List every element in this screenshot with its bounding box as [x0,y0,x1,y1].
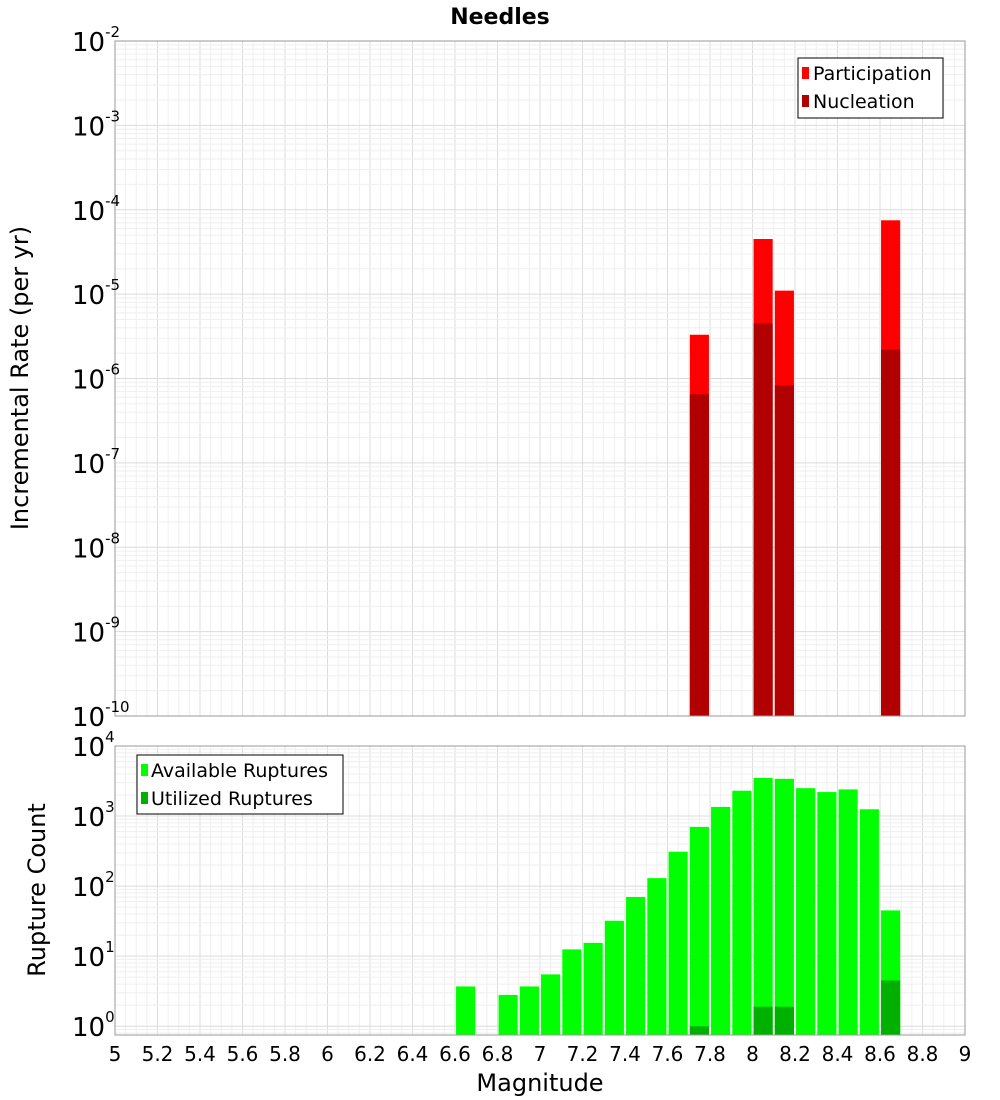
y-tick-label: 104 [72,728,115,763]
x-tick-label: 8.4 [822,1042,854,1066]
bar-available-ruptures [647,878,667,1035]
bar-available-ruptures [519,986,539,1035]
top-y-ticks: 10-2 10-3 10-4 10-5 10-6 10-7 10-8 10-9 10-10 [72,23,130,733]
bar-available-ruptures [753,777,773,1035]
bottom-plot-frame [114,745,966,1036]
x-tick-label: 8.8 [907,1042,939,1066]
x-tick-label: 7.4 [609,1042,641,1066]
y-tick-label: 10-3 [72,107,120,142]
bar-available-ruptures [732,790,752,1035]
top-y-axis-label: Incremental Rate (per yr) [6,226,34,530]
bottom-legend-box [136,754,344,815]
bar-utilized-ruptures [774,1006,794,1035]
bottom-y-axis-label: Rupture Count [23,803,51,977]
y-tick-label: 100 [72,1008,115,1043]
bar-available-ruptures [562,949,582,1035]
bar-utilized-ruptures [753,1006,773,1035]
x-tick-label: 5.8 [269,1042,301,1066]
bar-available-ruptures [859,809,879,1035]
x-tick-label: 6.6 [439,1042,471,1066]
bar-nucleation [753,323,773,716]
y-tick-label: 103 [72,798,115,833]
top-grid [114,41,966,717]
x-tick-label: 5.6 [227,1042,259,1066]
bottom-y-ticks: 104 103 102 101 100 [72,728,115,1043]
y-tick-label: 10-10 [72,698,130,733]
y-tick-label: 102 [72,868,115,903]
legend-label-nucleation: Nucleation [813,91,915,113]
legend-swatch-nucleation [802,95,809,107]
y-tick-label: 10-4 [72,192,120,227]
x-tick-label: 6.8 [482,1042,514,1066]
bar-available-ruptures [604,920,624,1035]
x-tick-label: 8.2 [779,1042,811,1066]
bar-nucleation [881,349,901,716]
legend-label-utilized: Utilized Ruptures [151,788,313,810]
y-tick-label: 10-9 [72,614,120,649]
x-tick-label: 5.2 [142,1042,174,1066]
bar-available-ruptures [456,986,476,1035]
y-tick-label: 10-2 [72,23,120,58]
bar-available-ruptures [668,851,688,1035]
legend-label-participation: Participation [813,63,932,85]
bottom-bars [456,777,901,1035]
top-panel: 10-2 10-3 10-4 10-5 10-6 10-7 10-8 10-9 10-10 In… [6,23,966,733]
x-tick-label: 9 [959,1042,972,1066]
y-tick-label: 10-8 [72,529,120,564]
x-tick-label: 5.4 [184,1042,216,1066]
chart-title: Needles [450,5,550,30]
bar-available-ruptures [583,942,603,1035]
x-tick-label: 7 [534,1042,547,1066]
bar-available-ruptures [498,994,518,1035]
x-tick-label: 7.2 [567,1042,599,1066]
bar-available-ruptures [711,806,731,1035]
y-tick-label: 10-5 [72,276,120,311]
bar-available-ruptures [774,778,794,1035]
top-plot-frame [114,40,966,717]
bar-utilized-ruptures [689,1026,709,1035]
x-tick-label: 5 [109,1042,122,1066]
legend-swatch-available [141,764,148,776]
bar-available-ruptures [626,896,646,1035]
bar-available-ruptures [817,792,837,1035]
x-tick-label: 8.6 [864,1042,896,1066]
legend-label-available: Available Ruptures [151,760,328,782]
y-tick-label: 101 [72,938,115,973]
bar-nucleation [689,394,709,716]
bottom-panel: 104 103 102 101 100 5 5.2 5.4 5.6 5.8 6 6.2 6.4 6.6 6… [23,728,971,1097]
bar-nucleation [774,385,794,716]
y-tick-label: 10-7 [72,445,120,480]
top-bars [689,220,901,717]
x-axis-label: Magnitude [476,1069,603,1097]
bottom-x-ticks: 5 5.2 5.4 5.6 5.8 6 6.2 6.4 6.6 6.8 7 7.2 7.4 7.6 7.8 8… [109,1042,972,1066]
bar-available-ruptures [541,974,561,1035]
bar-available-ruptures [838,789,858,1035]
x-tick-label: 6.2 [354,1042,386,1066]
y-tick-label: 10-6 [72,361,120,396]
x-tick-label: 7.6 [652,1042,684,1066]
x-tick-label: 6 [321,1042,334,1066]
legend-swatch-utilized [141,792,148,804]
top-legend: Participation Nucleation [797,57,944,119]
x-tick-label: 7.8 [694,1042,726,1066]
bar-available-ruptures [796,788,816,1035]
bar-available-ruptures [689,826,709,1035]
x-tick-label: 8 [746,1042,759,1066]
legend-swatch-participation [802,67,809,79]
bottom-legend: Available Ruptures Utilized Ruptures [136,754,344,815]
x-tick-label: 6.4 [397,1042,429,1066]
top-legend-box [797,57,944,119]
bar-utilized-ruptures [881,980,901,1035]
